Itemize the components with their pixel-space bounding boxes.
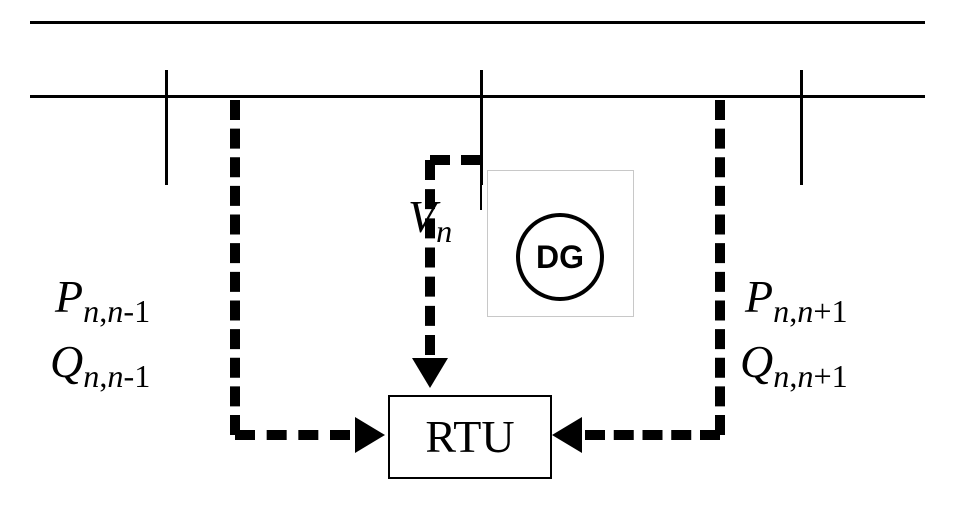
dg-node: DG: [516, 213, 604, 301]
dash-left-v: [230, 100, 240, 435]
label-p-left: Pn,n-1: [55, 270, 150, 330]
label-p-right: Pn,n+1: [745, 270, 848, 330]
dash-left-h: [235, 430, 350, 440]
arrow-left-icon: [355, 417, 385, 453]
rtu-box: RTU: [388, 395, 552, 479]
label-q-left: Qn,n-1: [50, 335, 150, 395]
bus-tick-right: [800, 70, 803, 185]
diagram-canvas: { "layout": { "width": 956, "height": 51…: [0, 0, 956, 510]
rtu-label: RTU: [425, 411, 514, 462]
dash-right-v: [715, 100, 725, 435]
dg-label: DG: [536, 239, 584, 275]
dg-drop-line: [480, 95, 482, 210]
dash-right-h: [585, 430, 720, 440]
dash-mid-h: [430, 155, 481, 165]
arrow-right-icon: [552, 417, 582, 453]
top-rail: [30, 21, 925, 24]
bus-tick-left: [165, 70, 168, 185]
label-vn: Vn: [408, 190, 452, 250]
arrow-down-icon: [412, 358, 448, 388]
label-q-right: Qn,n+1: [740, 335, 848, 395]
